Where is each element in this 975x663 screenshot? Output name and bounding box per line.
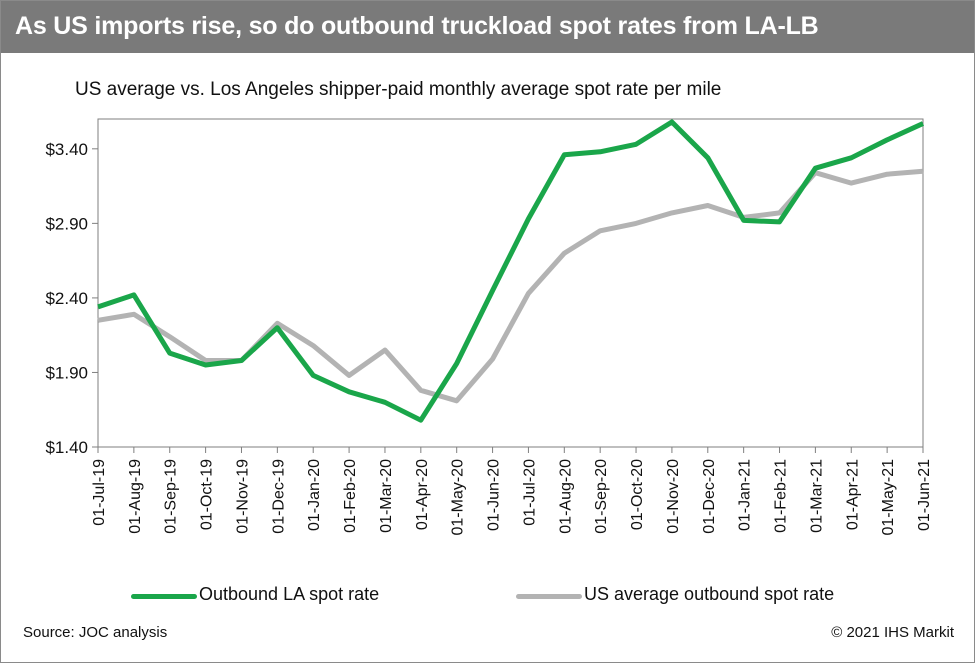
x-tick-label: 01-Nov-20 [665, 459, 682, 534]
x-tick-label: 01-Jun-20 [486, 459, 503, 531]
x-tick-label: 01-Feb-20 [342, 459, 359, 533]
source-note: Source: JOC analysis [23, 624, 168, 641]
plot-area [97, 118, 924, 448]
x-tick-label: 01-Jul-19 [91, 459, 108, 526]
y-tick-label: $2.90 [45, 214, 88, 233]
x-tick-label: 01-Sep-19 [163, 459, 180, 534]
series-line-us-average [97, 168, 924, 404]
x-tick-label: 01-Nov-19 [234, 459, 251, 534]
x-tick-label: 01-Apr-21 [844, 459, 861, 530]
x-tick-label: 01-Oct-19 [199, 459, 216, 530]
legend-swatch-us-average [516, 594, 582, 599]
x-tick-label: 01-Mar-20 [378, 459, 395, 533]
y-tick-label: $1.90 [45, 363, 88, 382]
legend-label-us-average: US average outbound spot rate [584, 584, 835, 604]
x-tick-label: 01-Dec-20 [701, 459, 718, 534]
title-banner: As US imports rise, so do outbound truck… [1, 1, 974, 53]
legend-label-outbound-la: Outbound LA spot rate [199, 584, 380, 604]
copyright-note: © 2021 IHS Markit [831, 624, 954, 641]
x-tick-label: 01-Oct-20 [629, 459, 646, 530]
x-tick-label: 01-Feb-21 [773, 459, 790, 533]
x-tick-label: 01-May-21 [880, 459, 897, 536]
x-tick-label: 01-Apr-20 [414, 459, 431, 530]
x-tick-label: 01-Mar-21 [808, 459, 825, 533]
x-tick-label: 01-Dec-19 [270, 459, 287, 534]
legend-swatch-outbound-la [131, 594, 197, 599]
series-line-outbound-la [97, 119, 925, 423]
chart-subtitle: US average vs. Los Angeles shipper-paid … [75, 79, 722, 100]
x-tick-label: 01-Aug-20 [557, 459, 574, 534]
legend-item-outbound-la: Outbound LA spot rate [131, 584, 451, 608]
x-tick-label: 01-Jan-21 [737, 459, 754, 531]
x-tick-label: 01-Sep-20 [593, 459, 610, 534]
x-tick-label: 01-Jun-21 [916, 459, 933, 531]
x-tick-label: 01-Aug-19 [127, 459, 144, 534]
chart-title: As US imports rise, so do outbound truck… [15, 12, 819, 40]
y-tick-label: $3.40 [45, 140, 88, 159]
y-tick-label: $1.40 [45, 438, 88, 457]
x-tick-label: 01-Jan-20 [306, 459, 323, 531]
x-tick-label: 01-Jul-20 [521, 459, 538, 526]
x-tick-label: 01-May-20 [450, 459, 467, 536]
legend-item-us-average: US average outbound spot rate [516, 584, 876, 608]
y-tick-label: $2.40 [45, 289, 88, 308]
